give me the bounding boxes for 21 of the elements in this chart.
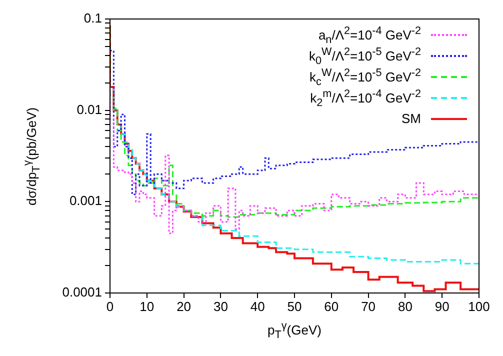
x-tick-label: 100 xyxy=(468,299,490,314)
x-tick-label: 20 xyxy=(176,299,192,314)
y-tick-label: 0.1 xyxy=(84,10,102,26)
x-tick-label: 90 xyxy=(434,299,450,314)
x-tick-label: 70 xyxy=(361,299,376,314)
x-axis-title: p$_{T}$$^{γ}$(GeV) xyxy=(266,320,322,341)
text: k$_{0}$$^{W}$/Λ$^{2}$=10$^{-5}$ GeV$^{-2}$ xyxy=(308,46,421,66)
legend-label: a$_{n}$/Λ$^{2}$=10$^{-4}$ GeV$^{-2}$ xyxy=(318,24,421,46)
x-tick-label: 50 xyxy=(287,299,302,314)
legend-label: SM xyxy=(402,110,421,128)
x-tick-label: 0 xyxy=(106,299,114,314)
x-tick-label: 80 xyxy=(398,299,412,314)
x-tick-label: 10 xyxy=(140,299,154,314)
x-tick-label: 40 xyxy=(250,299,265,314)
text: k$_{2}$$^{m}$/Λ$^{2}$=10$^{-4}$ GeV$^{-2}$ xyxy=(310,88,421,108)
x-tick-label: 30 xyxy=(213,299,228,314)
y-tick-label: 0.0001 xyxy=(62,284,102,300)
y-tick-label: 0.01 xyxy=(76,102,102,117)
text: k$_{c}$$^{W}$/Λ$^{2}$=10$^{-5}$ GeV$^{-2}$ xyxy=(310,66,421,88)
x-tick-label: 60 xyxy=(324,299,339,314)
y-tick-label: 0.001 xyxy=(69,193,102,208)
